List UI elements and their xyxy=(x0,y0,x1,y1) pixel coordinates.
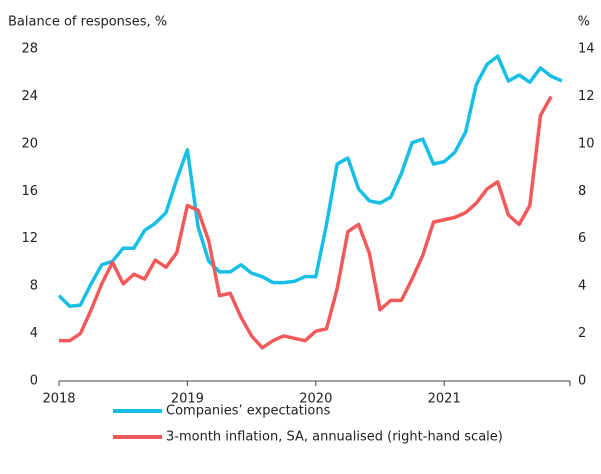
x-tick-label: 2018 xyxy=(42,392,75,407)
y2-tick-label: 8 xyxy=(578,184,586,199)
y2-tick-label: 12 xyxy=(578,89,595,104)
series-line xyxy=(57,54,563,309)
y-tick-label: 0 xyxy=(30,374,38,389)
y2-tick-label: 4 xyxy=(578,279,586,294)
y-tick-label: 8 xyxy=(30,279,38,294)
x-tick-label: 2021 xyxy=(428,392,461,407)
y2-tick-label: 14 xyxy=(578,42,595,57)
y-tick-label: 16 xyxy=(21,184,38,199)
y2-tick-label: 2 xyxy=(578,326,586,341)
y2-tick-label: 10 xyxy=(578,136,595,151)
x-tick-label: 2020 xyxy=(299,392,332,407)
series-line xyxy=(59,95,553,350)
y2-tick-label: 0 xyxy=(578,374,586,389)
legend-label: 3-month inflation, SA, annualised (right… xyxy=(166,430,503,445)
y-tick-label: 20 xyxy=(21,136,38,151)
y2-tick-label: 6 xyxy=(578,231,586,246)
y-tick-label: 4 xyxy=(30,326,38,341)
y-tick-label: 24 xyxy=(21,89,38,104)
legend-label: Companies’ expectations xyxy=(166,404,331,419)
x-tick-label: 2019 xyxy=(171,392,204,407)
y2-axis-label: % xyxy=(578,15,590,30)
y-tick-label: 12 xyxy=(21,231,38,246)
y-tick-label: 28 xyxy=(21,42,38,57)
y-axis-label: Balance of responses, % xyxy=(8,15,167,30)
